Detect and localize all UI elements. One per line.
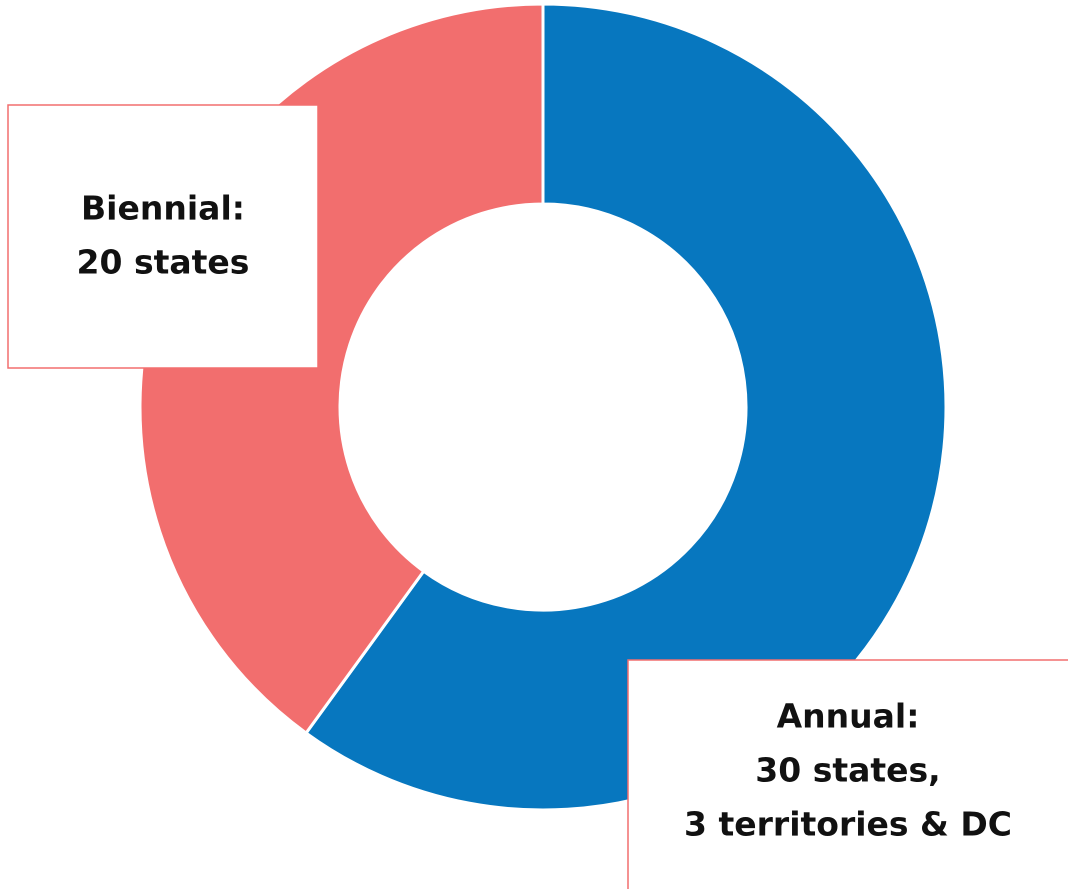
data-label: 3 territories & DC [684, 805, 1012, 844]
label-box [627, 659, 1068, 889]
label-box [7, 104, 319, 369]
data-label: Annual: [777, 697, 920, 736]
donut-segment [304, 2, 948, 812]
data-label: Biennial: [81, 189, 245, 228]
data-label: 20 states [77, 243, 250, 282]
data-label: 30 states, [755, 751, 940, 790]
